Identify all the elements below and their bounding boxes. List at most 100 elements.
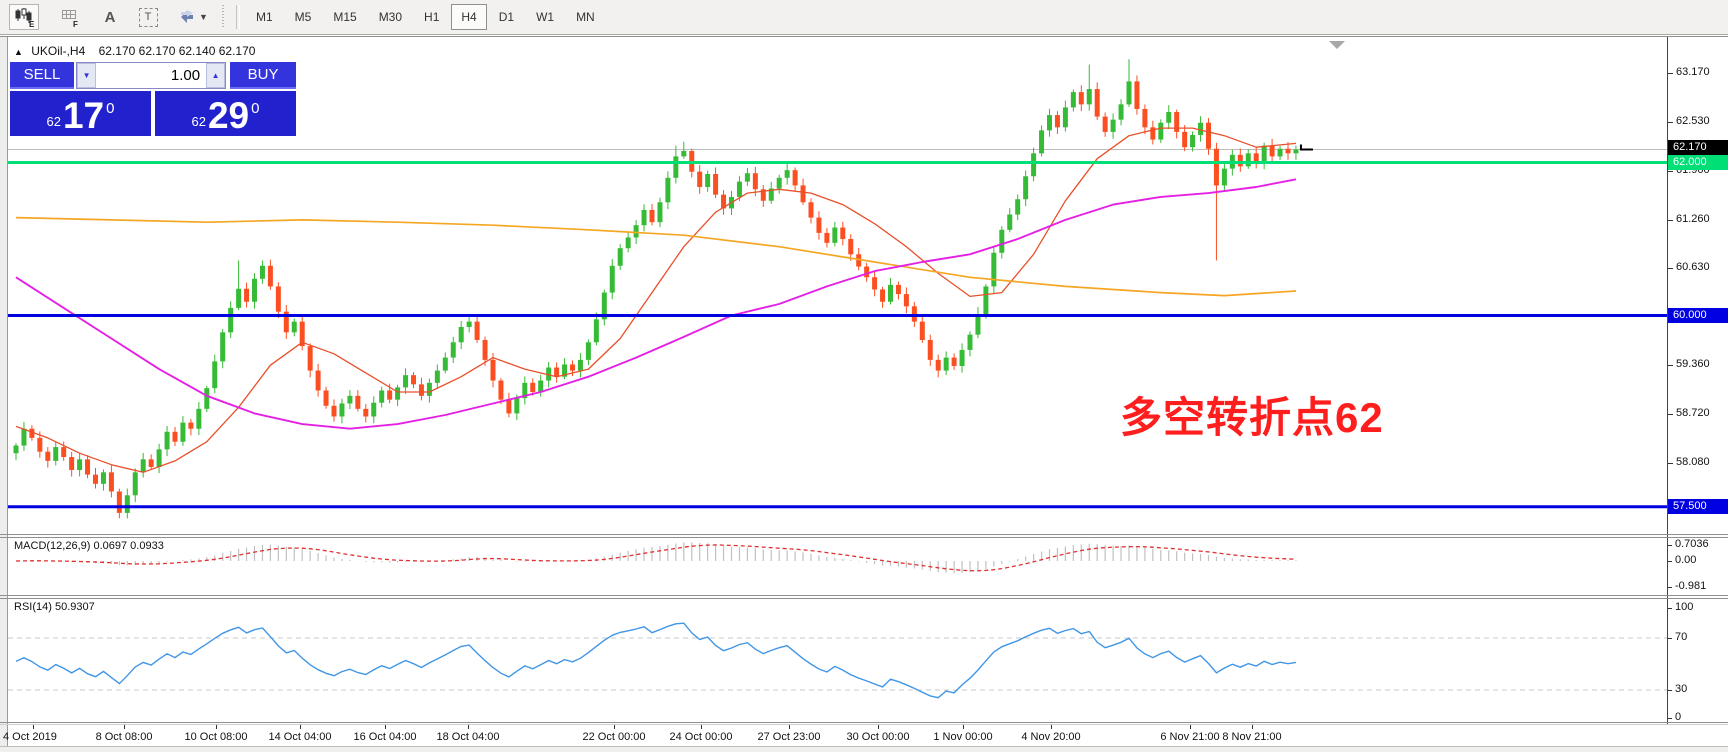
buy-price-display[interactable]: 62 29 0: [155, 91, 296, 136]
time-label: 16 Oct 04:00: [353, 731, 417, 743]
macd-axis-label: 0.00: [1675, 554, 1697, 566]
price-tick: [1668, 413, 1673, 415]
timeframe-w1-button[interactable]: W1: [536, 10, 555, 24]
time-label: 24 Oct 00:00: [669, 731, 733, 743]
timeframe-h1-button[interactable]: H1: [424, 10, 440, 24]
font-a-icon: A: [104, 8, 116, 26]
sell-button[interactable]: SELL: [10, 62, 75, 89]
rsi-axis-label: 30: [1675, 683, 1688, 695]
rsi-axis-label: 70: [1675, 631, 1688, 643]
panel-separator[interactable]: [0, 595, 1728, 596]
buy-price-sup: 0: [251, 100, 260, 117]
grid-icon[interactable]: F: [55, 4, 85, 30]
timeframe-mn-button[interactable]: MN: [576, 10, 595, 24]
time-tick: [878, 725, 879, 729]
main-chart-plot[interactable]: [8, 37, 1667, 534]
price-axis-border: [1667, 37, 1668, 725]
rsi-tick: [1668, 689, 1672, 691]
rsi-tick: [1668, 637, 1672, 639]
price-tick-label: 63.170: [1676, 66, 1710, 78]
dropdown-caret-icon: ▼: [199, 12, 208, 22]
macd-axis-label: 0.7036: [1675, 538, 1709, 550]
panel-separator[interactable]: [0, 598, 1728, 599]
bottom-border-strip: [0, 746, 1728, 752]
font-tool-button[interactable]: A: [97, 4, 123, 30]
time-label: 6 Nov 21:00: [1160, 731, 1220, 743]
one-click-trade-panel: SELL ▼ ▲ BUY 62 17 0 62 29 0: [10, 62, 296, 136]
price-tick: [1668, 267, 1673, 269]
macd-plot[interactable]: [8, 538, 1667, 595]
price-tick-label: 60.630: [1676, 261, 1710, 273]
rsi-tick: [1668, 717, 1672, 719]
time-label: 30 Oct 00:00: [846, 731, 910, 743]
timeframe-m1-button[interactable]: M1: [256, 10, 273, 24]
text-label-tool-button[interactable]: T: [135, 4, 161, 30]
timeframe-d1-button[interactable]: D1: [498, 10, 515, 24]
price-tick: [1668, 121, 1673, 123]
volume-input[interactable]: [96, 63, 207, 88]
price-tick-label: 58.720: [1676, 407, 1710, 419]
rsi-axis-label: 100: [1675, 601, 1694, 613]
time-tick: [216, 725, 217, 729]
time-tick: [1051, 725, 1052, 729]
time-label: 4 Oct 2019: [3, 731, 57, 743]
sell-price-sup: 0: [106, 100, 115, 117]
volume-decrease-button[interactable]: ▼: [77, 63, 97, 88]
volume-increase-button[interactable]: ▲: [206, 63, 226, 88]
rsi-plot[interactable]: [8, 599, 1667, 722]
macd-label: MACD(12,26,9) 0.0697 0.0933: [14, 540, 164, 552]
chart-annotation-text: 多空转折点62: [1120, 394, 1384, 441]
sell-price-prefix: 62: [46, 114, 61, 129]
time-tick: [124, 725, 125, 729]
time-tick: [1252, 725, 1253, 729]
time-tick: [33, 725, 34, 729]
time-label: 8 Nov 21:00: [1222, 731, 1282, 743]
arrange-tool-button[interactable]: ▼: [173, 4, 213, 30]
toolbar: E F A T ▼: [0, 0, 1728, 35]
time-tick: [385, 725, 386, 729]
time-label: 4 Nov 20:00: [1021, 731, 1081, 743]
charts-pattern-icon[interactable]: E: [9, 4, 39, 30]
timeframe-m5-button[interactable]: M5: [294, 10, 312, 24]
toolbar-grip[interactable]: [222, 5, 227, 29]
timeframe-h4-button[interactable]: H4: [451, 4, 487, 30]
time-label: 18 Oct 04:00: [436, 731, 500, 743]
svg-text:F: F: [73, 20, 78, 28]
chart-title-row: ▲ UKOil-,H4 62.170 62.170 62.140 62.170: [14, 44, 255, 58]
macd-tick: [1668, 544, 1672, 546]
volume-control: ▼ ▲: [76, 62, 227, 89]
price-tick: [1668, 364, 1673, 366]
sell-price-display[interactable]: 62 17 0: [10, 91, 151, 136]
chart-shift-marker-icon[interactable]: [1329, 41, 1345, 49]
rsi-label: RSI(14) 50.9307: [14, 601, 95, 613]
time-label: 8 Oct 08:00: [95, 731, 153, 743]
collapse-quotes-icon[interactable]: ▲: [14, 47, 23, 57]
rsi-axis-label: 0: [1675, 711, 1682, 723]
time-tick: [963, 725, 964, 729]
time-label: 14 Oct 04:00: [268, 731, 332, 743]
time-label: 22 Oct 00:00: [582, 731, 646, 743]
panel-separator[interactable]: [0, 537, 1728, 538]
price-tick-label: 58.080: [1676, 456, 1710, 468]
buy-button[interactable]: BUY: [230, 62, 296, 89]
timeframe-m30-button[interactable]: M30: [378, 10, 403, 24]
price-tick-label: 59.360: [1676, 358, 1710, 370]
window-border: [0, 36, 1728, 37]
rsi-tick: [1668, 607, 1672, 609]
buy-price-prefix: 62: [191, 114, 206, 129]
grid-glyph: F: [62, 10, 78, 28]
time-label: 27 Oct 23:00: [757, 731, 821, 743]
time-tick: [300, 725, 301, 729]
time-tick: [1190, 725, 1191, 729]
text-label-icon: T: [138, 7, 158, 27]
panel-separator[interactable]: [0, 534, 1728, 535]
cycles-arrows-icon: [181, 10, 194, 23]
price-tick: [1668, 219, 1673, 221]
timeframe-m15-button[interactable]: M15: [333, 10, 357, 24]
svg-text:E: E: [29, 20, 35, 28]
time-label: 1 Nov 00:00: [933, 731, 993, 743]
macd-axis-label: -0.981: [1675, 580, 1707, 592]
blue-level-60-badge: 60.000: [1668, 308, 1728, 323]
price-tick: [1668, 170, 1673, 172]
